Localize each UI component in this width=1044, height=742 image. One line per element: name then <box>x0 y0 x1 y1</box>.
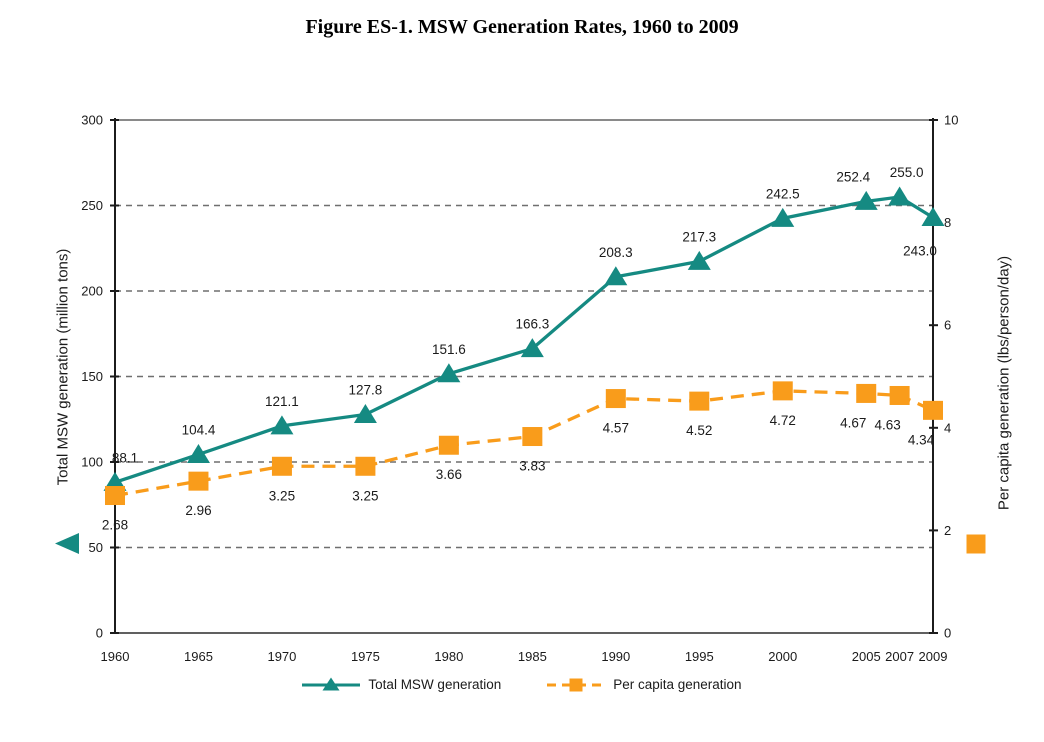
data-point-marker <box>687 250 711 270</box>
data-label: 4.72 <box>770 413 796 428</box>
right-axis: 0 2 4 6 8 10 <box>929 113 958 641</box>
series-line <box>114 389 934 498</box>
tick-label: 2000 <box>768 649 797 664</box>
data-point-marker <box>438 435 459 455</box>
tick-label: 10 <box>944 113 958 128</box>
tick-label: 1985 <box>518 649 547 664</box>
left-axis-title: Total MSW generation (million tons) <box>54 248 72 486</box>
tick-label: 1995 <box>685 649 714 664</box>
data-label: 3.83 <box>519 459 545 474</box>
right-axis-title: Per capita generation (lbs/person/day) <box>995 255 1013 511</box>
data-point-marker <box>889 385 910 405</box>
data-label: 3.25 <box>269 488 295 503</box>
data-point-marker <box>188 471 209 491</box>
tick-label: 2005 <box>852 649 881 664</box>
data-point-marker <box>437 363 461 383</box>
data-label: 4.57 <box>603 421 629 436</box>
left-axis-series-triangle-icon <box>55 533 79 554</box>
tick-label: 1965 <box>184 649 213 664</box>
data-point-marker <box>520 338 544 358</box>
tick-label: 0 <box>96 626 103 641</box>
data-label: 151.6 <box>432 342 466 357</box>
data-label: 252.4 <box>836 169 870 184</box>
data-label: 127.8 <box>349 382 383 397</box>
data-point-marker <box>771 207 795 227</box>
tick-label: 1990 <box>601 649 630 664</box>
data-point-marker <box>271 456 292 476</box>
legend-item-per-capita: Per capita generation <box>547 676 742 693</box>
figure-title: Figure ES-1. MSW Generation Rates, 1960 … <box>305 16 739 38</box>
data-point-marker <box>355 456 376 476</box>
data-label: 243.0 <box>903 243 937 258</box>
data-label: 3.25 <box>352 488 378 503</box>
tick-label: 8 <box>944 215 951 230</box>
tick-label: 1980 <box>434 649 463 664</box>
data-label: 104.4 <box>182 422 216 437</box>
data-point-marker <box>921 206 945 226</box>
data-label: 255.0 <box>890 165 924 180</box>
data-point-marker <box>105 486 125 506</box>
series-total-msw: 88.1 104.4 121.1 127.8 151.6 166.3 208.3 217.3 2… <box>103 165 945 491</box>
data-label: 4.34 <box>908 432 935 447</box>
gridlines <box>114 119 934 634</box>
x-axis: 1960 1965 1970 1975 1980 1985 1990 1995 2000 2005… <box>101 649 948 664</box>
legend-label-total-msw: Total MSW generation <box>368 677 502 692</box>
legend-triangle-marker-icon <box>302 677 361 691</box>
tick-label: 2007 <box>885 649 914 664</box>
data-point-marker <box>689 391 710 411</box>
tick-label: 1975 <box>351 649 380 664</box>
data-point-marker <box>854 190 878 210</box>
tick-label: 4 <box>944 420 951 435</box>
data-label: 242.5 <box>766 186 800 201</box>
legend-item-total-msw: Total MSW generation <box>302 676 501 693</box>
tick-label: 150 <box>81 369 103 384</box>
data-point-marker <box>522 427 543 447</box>
tick-label: 250 <box>81 198 103 213</box>
tick-label: 1960 <box>101 649 130 664</box>
data-label: 121.1 <box>265 394 299 409</box>
data-label: 4.63 <box>874 417 900 432</box>
data-point-marker <box>353 403 377 423</box>
data-point-marker <box>888 186 912 206</box>
data-label: 4.67 <box>840 415 866 430</box>
tick-label: 1970 <box>267 649 296 664</box>
series-per-capita: 2.68 2.96 3.25 3.25 3.66 3.83 4.57 4.52 4.72 4.67… <box>102 381 943 533</box>
data-label: 3.66 <box>436 467 462 482</box>
data-label: 2.68 <box>102 518 128 533</box>
data-label: 217.3 <box>682 229 716 244</box>
data-point-marker <box>186 443 210 463</box>
data-label: 208.3 <box>599 245 633 260</box>
data-point-marker <box>772 381 793 401</box>
tick-label: 2 <box>944 523 951 538</box>
left-axis: 0 50 100 150 200 250 300 <box>81 113 119 641</box>
tick-label: 100 <box>81 455 103 470</box>
tick-label: 2009 <box>919 649 948 664</box>
tick-label: 6 <box>944 318 951 333</box>
data-point-marker <box>856 383 877 403</box>
data-label: 88.1 <box>112 450 138 465</box>
data-label: 166.3 <box>515 317 549 332</box>
data-point-marker <box>605 389 626 409</box>
tick-label: 300 <box>81 113 103 128</box>
right-axis-series-square-icon <box>966 534 986 554</box>
data-point-marker <box>270 415 294 435</box>
tick-label: 0 <box>944 626 951 641</box>
legend-square-marker-icon <box>547 678 606 692</box>
tick-label: 50 <box>89 540 103 555</box>
tick-label: 200 <box>81 284 103 299</box>
legend: Total MSW generation Per capita generati… <box>0 676 1044 693</box>
data-point-marker <box>923 400 943 420</box>
data-label: 4.52 <box>686 423 712 438</box>
legend-label-per-capita: Per capita generation <box>613 677 742 692</box>
data-point-marker <box>604 266 628 286</box>
data-label: 2.96 <box>185 503 211 518</box>
